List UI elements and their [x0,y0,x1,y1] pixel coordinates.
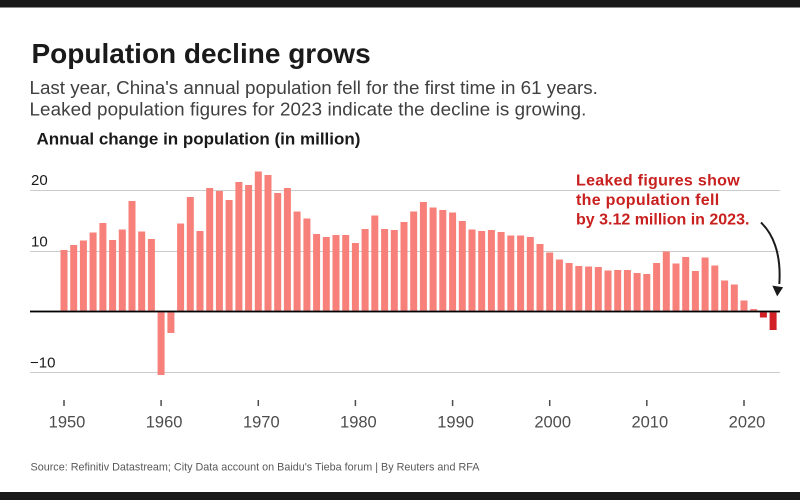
svg-text:1970: 1970 [243,414,280,432]
svg-text:by 3.12 million in 2023.: by 3.12 million in 2023. [576,212,749,229]
svg-text:Source: Refinitiv Datastream;: Source: Refinitiv Datastream; City Data … [31,461,481,473]
svg-text:Population decline grows: Population decline grows [32,38,371,69]
svg-text:Leaked figures show: Leaked figures show [576,172,740,189]
svg-text:2020: 2020 [729,414,766,432]
svg-text:1960: 1960 [146,414,183,432]
svg-text:1990: 1990 [437,414,474,432]
svg-text:1950: 1950 [49,414,86,432]
svg-text:Last year, China's annual popu: Last year, China's annual population fel… [30,77,598,98]
svg-text:2010: 2010 [631,414,668,432]
svg-text:the population fell: the population fell [576,192,719,209]
svg-text:1980: 1980 [340,414,377,432]
svg-text:20: 20 [31,172,48,189]
svg-text:Annual change in population (i: Annual change in population (in million) [37,130,361,149]
svg-text:Leaked population figures for: Leaked population figures for 2023 indic… [30,99,587,120]
svg-text:10: 10 [31,233,48,250]
svg-text:−10: −10 [30,355,55,372]
svg-text:2000: 2000 [534,414,571,432]
